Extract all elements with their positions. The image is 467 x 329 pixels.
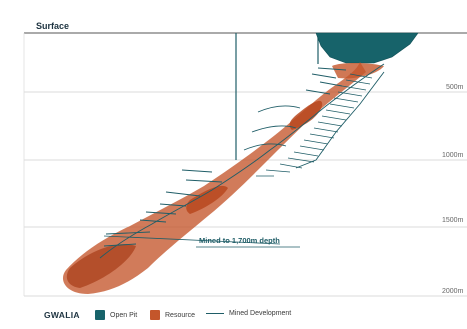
legend-item-open-pit: Open Pit	[95, 310, 137, 320]
legend-title: GWALIA	[44, 310, 80, 320]
legend-label-resource: Resource	[165, 311, 195, 319]
stope-crosscuts	[256, 73, 373, 177]
decline-path	[99, 63, 385, 259]
deep-drives	[103, 231, 151, 247]
lower-drives	[139, 169, 223, 223]
resource-swatch	[150, 310, 160, 320]
resource-body-main	[62, 62, 367, 294]
open-pit	[315, 32, 419, 64]
depth-label-500: 500m	[446, 84, 464, 91]
depth-label-1000: 1000m	[442, 152, 464, 159]
legend-item-resource: Resource	[150, 310, 195, 320]
resource-lens-mid	[289, 100, 323, 130]
open-pit-swatch	[95, 310, 105, 320]
depth-label-2000: 2000m	[442, 288, 464, 295]
legend-label-mined-development: Mined Development	[229, 310, 292, 317]
mined-development	[99, 63, 385, 259]
resource-body-upper	[332, 63, 384, 79]
mid-drives	[243, 105, 301, 151]
callout-line	[103, 235, 281, 245]
legend-item-mined-development: Mined Development	[206, 310, 291, 317]
surface-label: Surface	[36, 21, 69, 31]
resource-orebody	[62, 62, 384, 294]
legend: GWALIA Open Pit Resource Mined Developme…	[0, 306, 467, 329]
depth-label-1500: 1500m	[442, 217, 464, 224]
development-line-swatch	[206, 313, 224, 314]
upper-drives	[305, 67, 347, 95]
resource-lens-bottom	[66, 244, 136, 288]
legend-label-open-pit: Open Pit	[110, 311, 138, 319]
callout-label: Mined to 1,700m depth	[199, 236, 280, 245]
resource-lens-lower	[186, 185, 228, 214]
